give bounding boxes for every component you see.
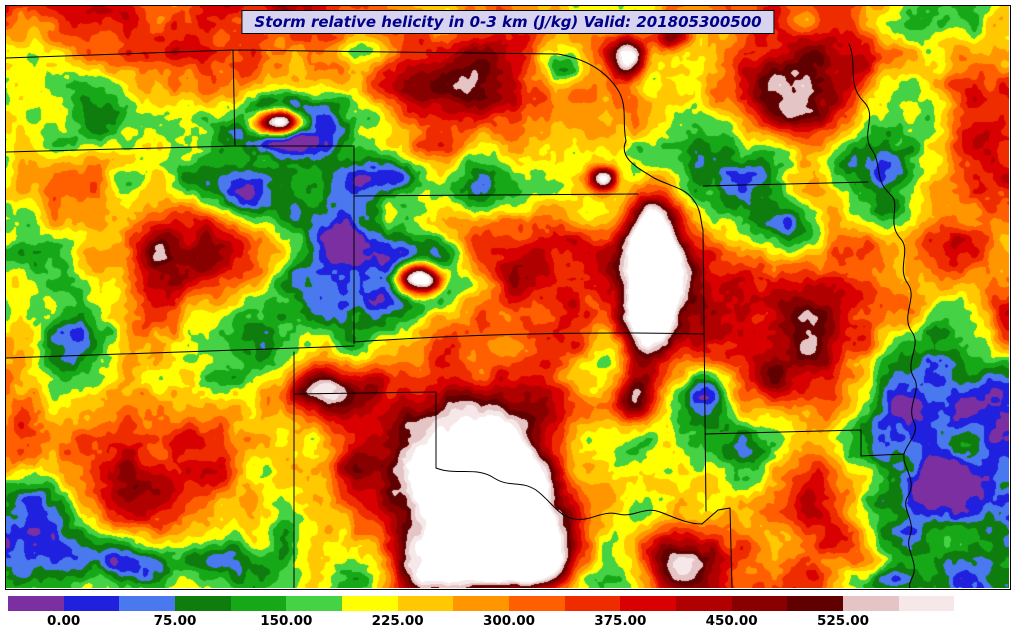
colorbar-segment [342,596,398,611]
colorbar-segment [175,596,231,611]
colorbar-segment [63,596,120,611]
colorbar-tick-label: 300.00 [482,613,536,629]
colorbar-segment [286,596,343,611]
colorbar-segment [620,596,677,611]
map-area: Storm relative helicity in 0-3 km (J/kg)… [5,5,1011,590]
map-title-text: Storm relative helicity in 0-3 km (J/kg)… [254,13,762,31]
colorbar-tick-label: 225.00 [371,613,424,629]
colorbar-segment [787,596,844,611]
colorbar-segment [397,596,454,611]
colorbar-tick-label: 375.00 [594,613,647,629]
colorbar-segment [564,596,621,611]
colorbar-segment [731,596,788,611]
map-title: Storm relative helicity in 0-3 km (J/kg)… [241,10,775,34]
colorbar-segment [509,596,565,611]
colorbar-segment [119,596,176,611]
colorbar-segment [676,596,732,611]
colorbar-segment [230,596,287,611]
colorbar-tick-label: 0.00 [47,613,81,629]
helicity-field-canvas [6,6,1009,588]
colorbar-tick-label: 150.00 [260,613,313,629]
colorbar-segment [843,596,899,611]
colorbar-tick-label: 450.00 [705,613,758,629]
colorbar-segment [453,596,510,611]
colorbar [8,596,1011,611]
colorbar-tick-label: 75.00 [153,613,197,629]
colorbar-tick-row: 0.00 75.00 150.00 225.00 300.00 375.00 450.00 5… [0,613,1018,631]
colorbar-segment [954,596,1011,611]
colorbar-tick-label: 525.00 [816,613,870,629]
colorbar-segment [8,596,64,611]
colorbar-segment [898,596,955,611]
